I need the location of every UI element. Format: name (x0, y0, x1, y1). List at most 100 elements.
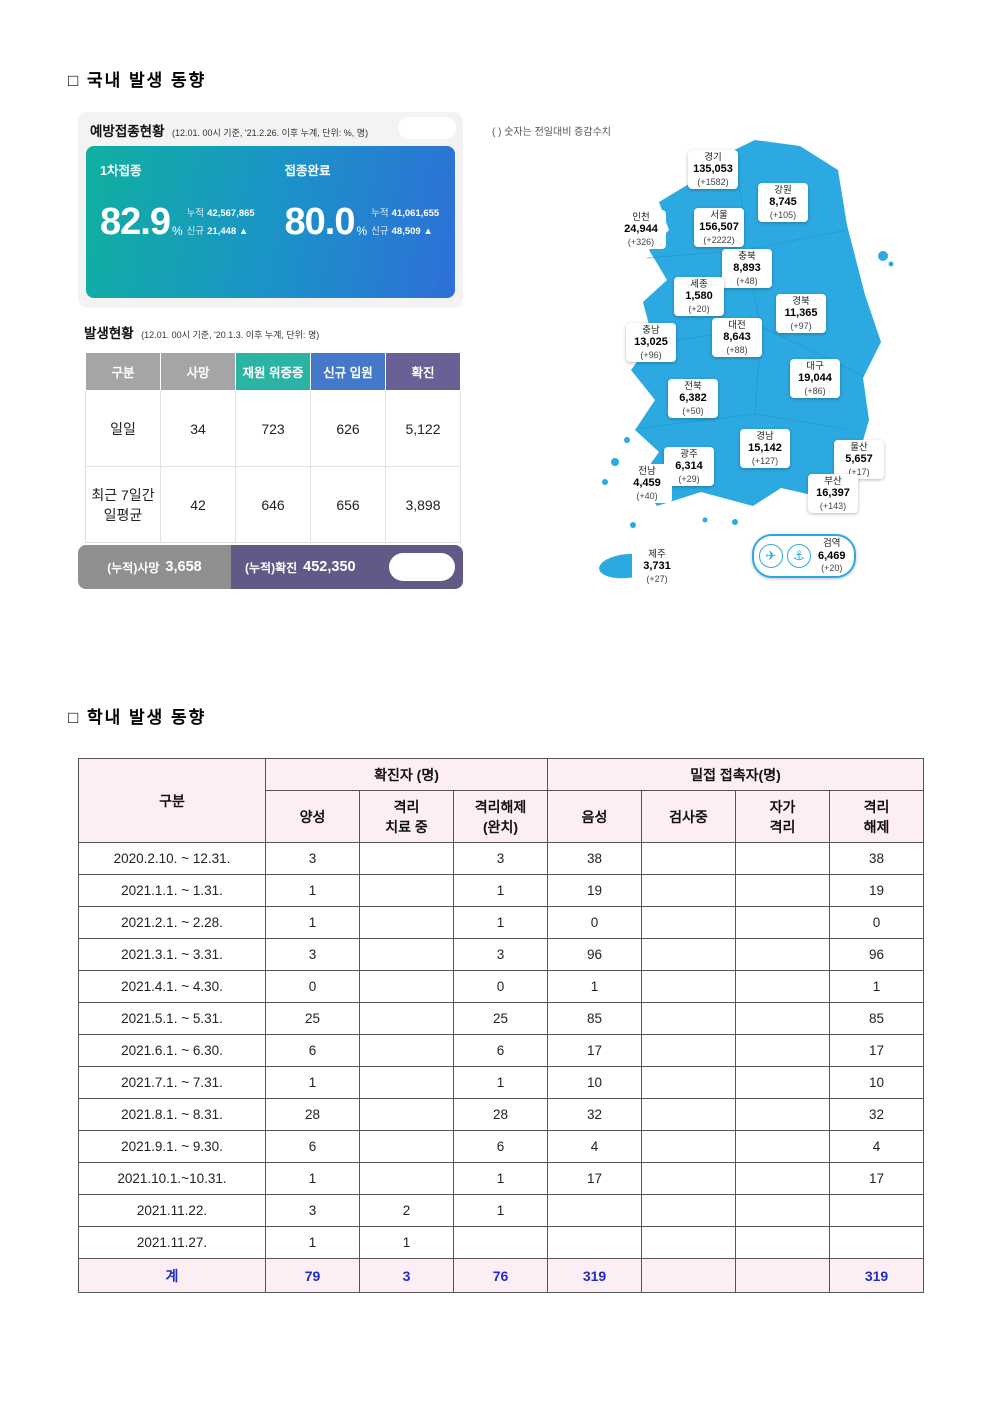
cell (641, 1002, 736, 1035)
region-label-incheon: 인천 24,944 (+326) (616, 210, 666, 250)
outbreak-header: 발생현황 (12.01. 00시 기준, '20.1.3. 이후 누계, 단위:… (84, 322, 319, 343)
cell: 38 (829, 842, 924, 875)
cell: 0 (265, 970, 360, 1003)
region-label-busan: 부산 16,397 (+143) (808, 474, 858, 514)
cell: 1 (265, 874, 360, 907)
vaccination-card: 예방접종현황 (12.01. 00시 기준, '21.2.26. 이후 누계, … (78, 112, 463, 308)
total-cell (641, 1258, 736, 1293)
cell (829, 1194, 924, 1227)
cell: 10 (547, 1066, 642, 1099)
table-row: 2021.2.1. ~ 2.28. 1 1 0 0 (78, 906, 924, 939)
cell: 17 (547, 1034, 642, 1067)
new-label: 신규 (371, 226, 389, 238)
cell (641, 1066, 736, 1099)
region-label-gyeonggi: 경기 135,053 (+1582) (688, 150, 738, 190)
cell (735, 874, 830, 907)
complete-dose-percent: 80.0 (284, 201, 356, 243)
total-cell: 319 (829, 1258, 924, 1293)
vaccination-note: (12.01. 00시 기준, '21.2.26. 이후 누계, 단위: %, … (171, 128, 369, 138)
cell: 42 (160, 466, 236, 543)
period-cell: 2021.1.1. ~ 1.31. (78, 874, 266, 907)
outbreak-title: 발생현황 (84, 326, 134, 341)
cell: 1 (453, 1194, 548, 1227)
col-header-severe: 재원 위중증 (235, 352, 311, 391)
cell (735, 842, 830, 875)
cell: 1 (453, 874, 548, 907)
col-header-testing: 검사중 (641, 790, 736, 843)
cell: 6 (265, 1034, 360, 1067)
cell (359, 1034, 454, 1067)
period-cell: 2021.11.22. (78, 1194, 266, 1227)
period-cell: 2021.10.1.~10.31. (78, 1162, 266, 1195)
cell (735, 1002, 830, 1035)
col-header-deaths: 사망 (160, 352, 236, 391)
cell: 96 (547, 938, 642, 971)
cell: 3 (265, 938, 360, 971)
cell (735, 1130, 830, 1163)
first-dose-label: 1차접종 (100, 164, 142, 178)
cell: 646 (235, 466, 311, 543)
period-cell: 2021.7.1. ~ 7.31. (78, 1066, 266, 1099)
region-label-jeju: 제주 3,731 (+27) (632, 547, 682, 587)
group-header-contacts: 밀접 접촉자(명) (547, 758, 924, 791)
region-label-seoul: 서울 156,507 (+2222) (694, 208, 744, 248)
cell (735, 1226, 830, 1259)
cell (359, 1130, 454, 1163)
cell: 28 (265, 1098, 360, 1131)
period-cell: 2021.3.1. ~ 3.31. (78, 938, 266, 971)
cell: 17 (829, 1162, 924, 1195)
total-cell (735, 1258, 830, 1293)
outbreak-footer-bar: (누적)사망 3,658 (누적)확진 452,350 (78, 545, 463, 589)
cell (641, 970, 736, 1003)
cumulative-confirmed-label: (누적)확진 (245, 560, 298, 575)
cell (735, 1034, 830, 1067)
cell: 0 (547, 906, 642, 939)
cell (359, 970, 454, 1003)
period-cell: 2021.11.27. (78, 1226, 266, 1259)
vaccination-gradient-panel: 1차접종 82.9 % 누적 42,567,865 신규 21,448 ▲ 접종완료… (86, 146, 455, 298)
region-label-daegu: 대구 19,044 (+86) (790, 359, 840, 399)
cell: 34 (160, 390, 236, 467)
outbreak-table: 구분 사망 재원 위중증 신규 입원 확진 일일 34 723 626 5,12… (85, 352, 461, 543)
cell: 32 (547, 1098, 642, 1131)
period-cell: 2021.9.1. ~ 9.30. (78, 1130, 266, 1163)
col-header-category: 구분 (85, 352, 161, 391)
table-row: 2021.7.1. ~ 7.31. 1 1 10 10 (78, 1066, 924, 1099)
region-label-gwangju: 광주 6,314 (+29) (664, 447, 714, 487)
region-label-ulsan: 울산 5,657 (+17) (834, 440, 884, 480)
cell: 2 (359, 1194, 454, 1227)
cell (359, 906, 454, 939)
cell: 4 (829, 1130, 924, 1163)
row-label: 일일 (85, 390, 161, 467)
region-label-jeonnam: 전남 4,459 (+40) (622, 464, 672, 504)
cell (359, 938, 454, 971)
cell (735, 970, 830, 1003)
period-cell: 2020.2.10. ~ 12.31. (78, 842, 266, 875)
cell (735, 1162, 830, 1195)
cumulative-confirmed: (누적)확진 452,350 (231, 545, 463, 589)
cell: 1 (265, 1226, 360, 1259)
table-row: 일일 34 723 626 5,122 (85, 390, 461, 467)
table-row: 2021.1.1. ~ 1.31. 1 1 19 19 (78, 874, 924, 907)
region-label-gangwon: 강원 8,745 (+105) (758, 183, 808, 223)
cell: 19 (829, 874, 924, 907)
cell (829, 1226, 924, 1259)
outbreak-note: (12.01. 00시 기준, '20.1.3. 이후 누계, 단위: 명) (141, 330, 320, 340)
percent-unit: % (356, 224, 368, 239)
cell (641, 1130, 736, 1163)
region-label-gyeongbuk: 경북 11,365 (+97) (776, 294, 826, 334)
cell (641, 1098, 736, 1131)
cell: 723 (235, 390, 311, 467)
region-label-chungbuk: 충북 8,893 (+48) (722, 249, 772, 289)
cell (641, 1162, 736, 1195)
cell: 3 (265, 1194, 360, 1227)
cell: 1 (453, 906, 548, 939)
school-cases-table: 구분 확진자 (명) 밀접 접촉자(명) 양성 격리 치료 중 격리해제 (완치… (78, 758, 924, 1293)
cell: 1 (265, 1066, 360, 1099)
cell: 85 (829, 1002, 924, 1035)
cell (735, 1066, 830, 1099)
redaction-pill (389, 553, 455, 581)
redaction-pill (398, 117, 456, 139)
table-row: 2020.2.10. ~ 12.31. 3 3 38 38 (78, 842, 924, 875)
